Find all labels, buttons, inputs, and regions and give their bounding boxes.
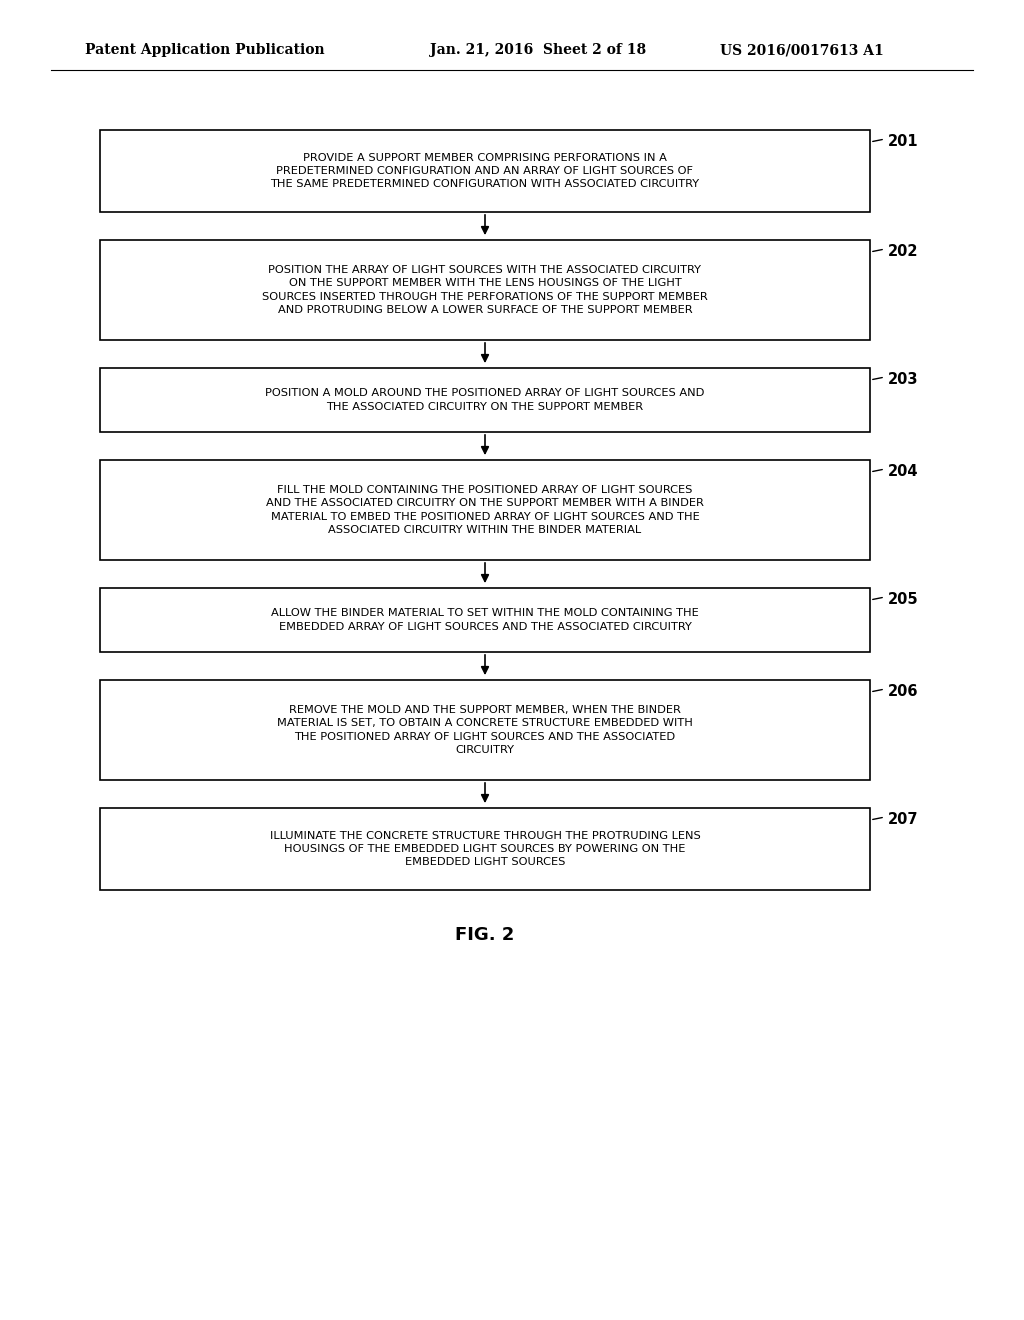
Text: Patent Application Publication: Patent Application Publication: [85, 44, 325, 57]
FancyBboxPatch shape: [100, 240, 870, 341]
Text: 204: 204: [888, 465, 919, 479]
Text: FIG. 2: FIG. 2: [456, 927, 515, 944]
FancyBboxPatch shape: [100, 459, 870, 560]
Text: ILLUMINATE THE CONCRETE STRUCTURE THROUGH THE PROTRUDING LENS
HOUSINGS OF THE EM: ILLUMINATE THE CONCRETE STRUCTURE THROUG…: [269, 830, 700, 867]
Text: POSITION A MOLD AROUND THE POSITIONED ARRAY OF LIGHT SOURCES AND
THE ASSOCIATED : POSITION A MOLD AROUND THE POSITIONED AR…: [265, 388, 705, 412]
Text: 202: 202: [888, 244, 919, 259]
Text: FILL THE MOLD CONTAINING THE POSITIONED ARRAY OF LIGHT SOURCES
AND THE ASSOCIATE: FILL THE MOLD CONTAINING THE POSITIONED …: [266, 486, 703, 535]
Text: REMOVE THE MOLD AND THE SUPPORT MEMBER, WHEN THE BINDER
MATERIAL IS SET, TO OBTA: REMOVE THE MOLD AND THE SUPPORT MEMBER, …: [278, 705, 693, 755]
Text: Jan. 21, 2016  Sheet 2 of 18: Jan. 21, 2016 Sheet 2 of 18: [430, 44, 646, 57]
FancyBboxPatch shape: [100, 368, 870, 432]
Text: PROVIDE A SUPPORT MEMBER COMPRISING PERFORATIONS IN A
PREDETERMINED CONFIGURATIO: PROVIDE A SUPPORT MEMBER COMPRISING PERF…: [270, 153, 699, 189]
Text: POSITION THE ARRAY OF LIGHT SOURCES WITH THE ASSOCIATED CIRCUITRY
ON THE SUPPORT: POSITION THE ARRAY OF LIGHT SOURCES WITH…: [262, 265, 708, 314]
Text: ALLOW THE BINDER MATERIAL TO SET WITHIN THE MOLD CONTAINING THE
EMBEDDED ARRAY O: ALLOW THE BINDER MATERIAL TO SET WITHIN …: [271, 609, 698, 631]
Text: 203: 203: [888, 372, 919, 387]
Text: 205: 205: [888, 591, 919, 607]
Text: 206: 206: [888, 684, 919, 700]
Text: US 2016/0017613 A1: US 2016/0017613 A1: [720, 44, 884, 57]
Text: 201: 201: [888, 135, 919, 149]
FancyBboxPatch shape: [100, 129, 870, 213]
Text: 207: 207: [888, 812, 919, 828]
FancyBboxPatch shape: [100, 587, 870, 652]
FancyBboxPatch shape: [100, 680, 870, 780]
FancyBboxPatch shape: [100, 808, 870, 890]
